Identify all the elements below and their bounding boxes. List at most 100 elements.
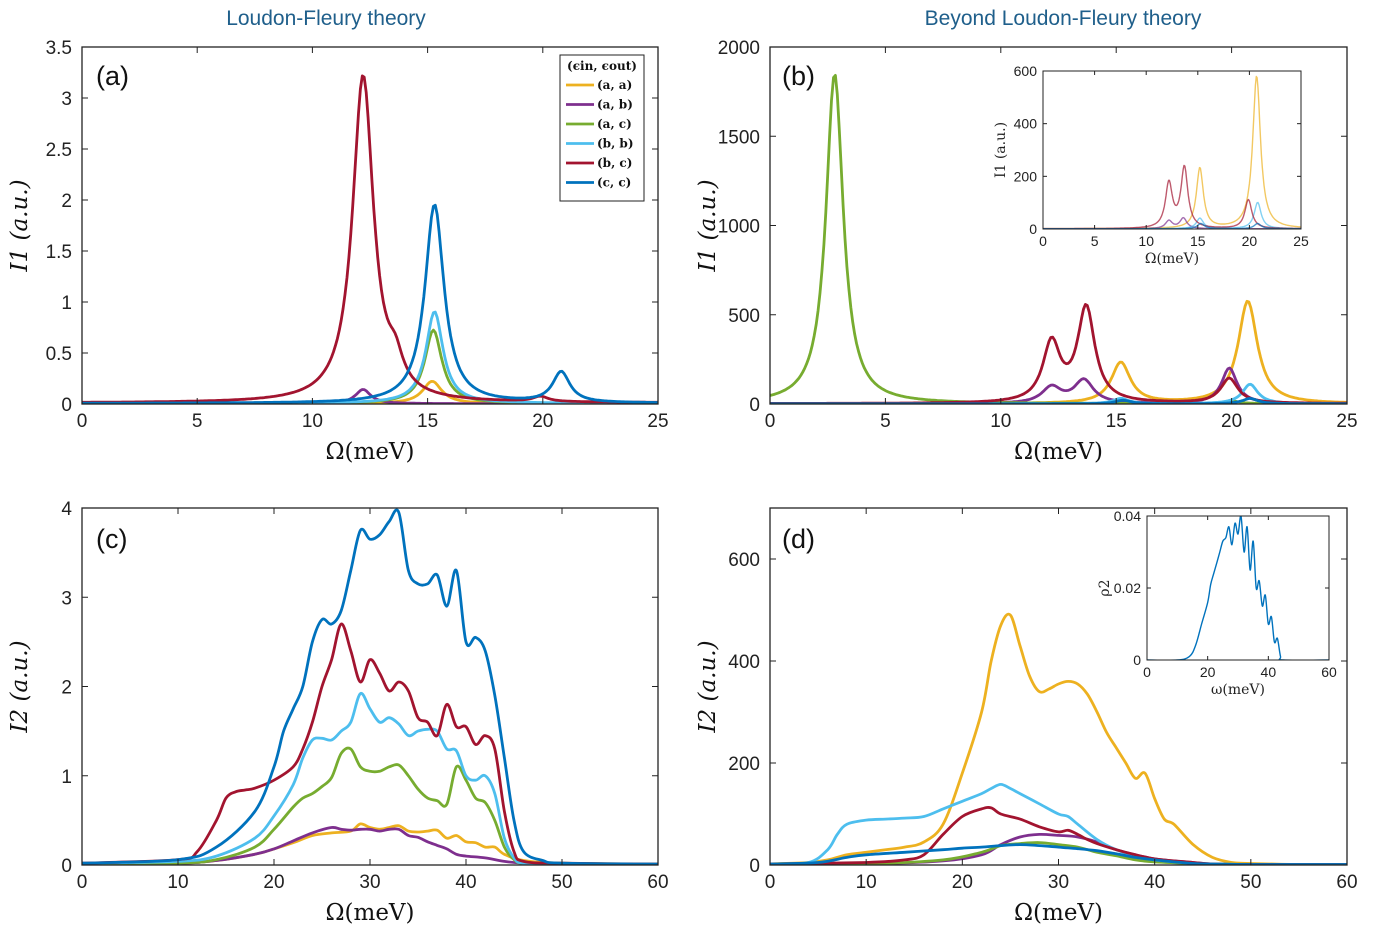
panel-a-ytick-label: 1	[61, 293, 72, 314]
panel-c-ylabel: I2 (a.u.)	[7, 640, 33, 733]
panel-a-ytick-label: 2	[61, 191, 72, 212]
panel-c-xtick-label: 20	[263, 872, 284, 893]
inset-d-line-cc	[1147, 516, 1329, 660]
inset-b-xtick-label: 20	[1242, 233, 1258, 249]
panel-d-xtick-label: 30	[1048, 872, 1069, 893]
panel-a-ytick-label: 0.5	[46, 344, 72, 365]
panel-b-ylabel: I1 (a.u.)	[695, 179, 721, 272]
panel-a-xtick-label: 0	[77, 411, 88, 432]
panel-d-xtick-label: 60	[1336, 872, 1357, 893]
panel-a-xtick-label: 15	[417, 411, 438, 432]
panel-c-background	[82, 508, 658, 865]
inset-d-xtick-label: 40	[1261, 664, 1277, 680]
inset-b-xtick-label: 10	[1138, 233, 1154, 249]
panel-c-ytick-label: 0	[61, 856, 72, 877]
legend: (ϵin, ϵout) (a, a) (a, b) (a, c) (b, b) (b, c…	[559, 54, 645, 202]
panel-c-line-ac	[82, 746, 658, 865]
panel-d-xtick-label: 40	[1144, 872, 1165, 893]
inset-b-ylabel: I1 (a.u.)	[993, 122, 1009, 178]
panel-d-ylabel: I2 (a.u.)	[695, 640, 721, 733]
panel-a-xtick-label: 10	[302, 411, 323, 432]
panel-d-xlabel: Ω(meV)	[1014, 900, 1103, 926]
inset-b-xtick-label: 25	[1293, 233, 1309, 249]
legend-title: (ϵin, ϵout)	[567, 59, 637, 73]
panel-b-xtick-label: 5	[880, 411, 891, 432]
panel-b-xlabel: Ω(meV)	[1014, 439, 1103, 465]
panel-c-ytick-label: 3	[61, 588, 72, 609]
panel-d-xtick-label: 0	[765, 872, 776, 893]
panel-a-line-bc	[82, 74, 658, 404]
inset-b-ytick-label: 600	[1014, 63, 1038, 79]
panel-c-xtick-label: 30	[359, 872, 380, 893]
panel-c-series	[82, 508, 658, 865]
panel-d-line-cc	[770, 843, 1347, 865]
panel-c-line-cc	[82, 508, 658, 865]
panel-c-xlabel: Ω(meV)	[325, 900, 414, 926]
panel-d-xtick-label: 50	[1240, 872, 1261, 893]
inset-d-ylabel: ρ2	[1097, 579, 1113, 596]
legend-label-aa: (a, a)	[597, 78, 632, 92]
panel-label-a: (a)	[96, 61, 129, 91]
panel-a-xtick-label: 5	[192, 411, 203, 432]
panel-a-ytick-label: 3	[61, 89, 72, 110]
panel-d-line-aa	[770, 612, 1347, 865]
inset-d-ytick-label: 0.02	[1114, 580, 1141, 596]
panel-b-ytick-label: 2000	[718, 38, 760, 59]
panel-b-ytick-label: 1000	[718, 217, 760, 238]
panel-c-ytick-label: 2	[61, 678, 72, 699]
panel-c-xtick-label: 60	[647, 872, 668, 893]
inset-d-ytick-label: 0.04	[1114, 508, 1141, 524]
inset-b-background	[1043, 71, 1301, 229]
legend-label-bc: (b, c)	[597, 156, 632, 170]
legend-label-ab: (a, b)	[597, 98, 633, 112]
panel-b-ytick-label: 500	[728, 306, 760, 327]
inset-b-frame	[1042, 70, 1302, 230]
panel-d-xtick-label: 20	[952, 872, 973, 893]
column-title-left: Loudon-Fleury theory	[226, 7, 426, 30]
inset-d-background	[1147, 516, 1329, 660]
panel-a-ylabel: I1 (a.u.)	[7, 179, 33, 272]
inset-d: 0 20 40 60 0 0.02 0.04 ω(meV) ρ2	[1097, 508, 1337, 698]
legend-label-cc: (c, c)	[597, 176, 631, 190]
panel-a-ytick-label: 1.5	[46, 242, 72, 263]
panel-b-xtick-label: 25	[1336, 411, 1357, 432]
panel-c-xtick-label: 10	[167, 872, 188, 893]
legend-label-bb: (b, b)	[597, 137, 634, 151]
panel-b-xtick-label: 10	[990, 411, 1011, 432]
panel-a-xtick-label: 25	[647, 411, 668, 432]
legend-box	[559, 54, 645, 202]
inset-b-xtick-label: 5	[1091, 233, 1099, 249]
panel-c-xtick-label: 50	[551, 872, 572, 893]
panel-d-series	[770, 612, 1347, 865]
inset-b-xtick-label: 15	[1190, 233, 1206, 249]
inset-b-xtick-label: 0	[1039, 233, 1047, 249]
inset-d-xtick-label: 20	[1200, 664, 1216, 680]
inset-b-xlabel: Ω(meV)	[1145, 251, 1199, 267]
panel-b-ytick-label: 1500	[718, 127, 760, 148]
panel-a-frame	[81, 46, 659, 405]
legend-label-ac: (a, c)	[597, 117, 632, 131]
inset-d-xlabel: ω(meV)	[1211, 682, 1265, 698]
panel-b-ytick-label: 0	[749, 395, 760, 416]
panel-c-xtick-label: 0	[77, 872, 88, 893]
panel-c-ytick-label: 1	[61, 767, 72, 788]
inset-d-series	[1147, 516, 1329, 660]
panel-d-ytick-label: 0	[749, 856, 760, 877]
panel-a-ytick-label: 2.5	[46, 140, 72, 161]
panel-label-c: (c)	[96, 524, 127, 554]
inset-b-ytick-label: 200	[1014, 168, 1038, 184]
panel-b-xtick-label: 15	[1106, 411, 1127, 432]
panel-d-xtick-label: 10	[856, 872, 877, 893]
panel-b-xtick-label: 0	[765, 411, 776, 432]
panel-c-line-bc	[82, 622, 658, 865]
panel-c-xtick-label: 40	[455, 872, 476, 893]
panel-d-ytick-label: 200	[728, 754, 760, 775]
panel-c-line-bb	[82, 692, 658, 865]
panel-a-line-cc	[82, 203, 658, 404]
panel-a-ytick-label: 3.5	[46, 38, 72, 59]
panel-c: 0 10 20 30 40 50 60 0 1 2 3 4 Ω(meV) I2 (a.u.)	[7, 499, 669, 926]
panel-label-b: (b)	[782, 61, 815, 91]
inset-d-ytick-label: 0	[1133, 652, 1141, 668]
panel-b-xtick-label: 20	[1221, 411, 1242, 432]
